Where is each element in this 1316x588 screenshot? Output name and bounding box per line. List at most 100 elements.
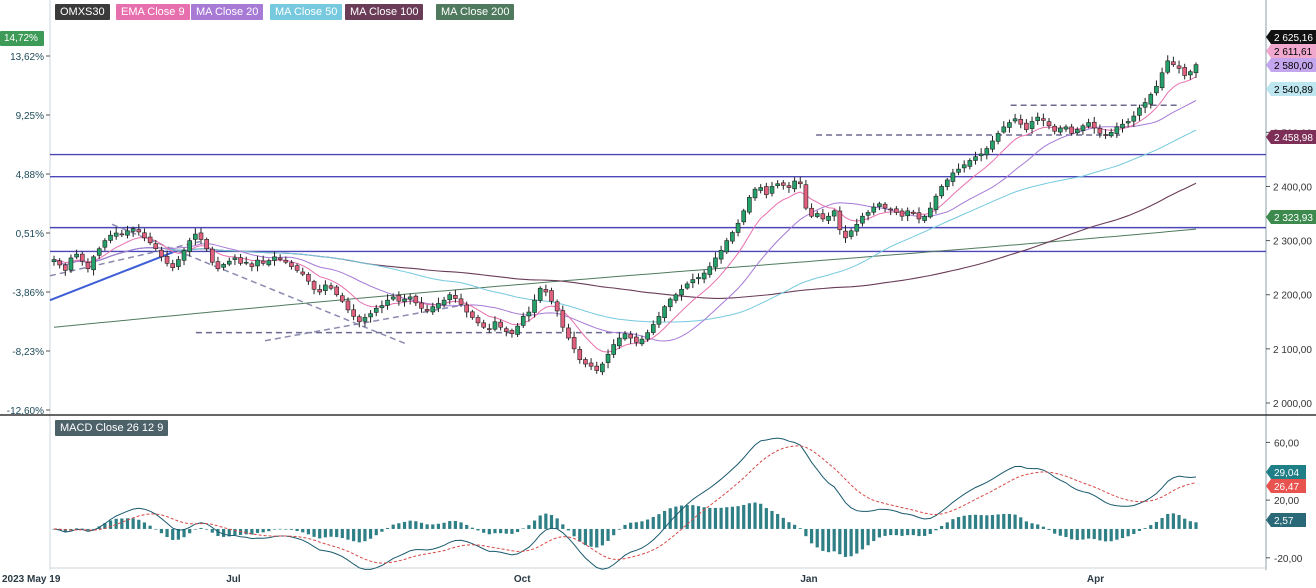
blue-trend-line [49,250,176,302]
macd-histogram-bar [996,514,1000,529]
macd-histogram-bar [227,528,231,537]
macd-histogram-bar [1041,526,1045,529]
legend-tag[interactable]: MA Close 20 [191,4,264,20]
candle-body [809,207,814,217]
candle-body [995,133,1001,142]
macd-histogram-bar [278,528,282,530]
macd-histogram-bar [470,527,474,529]
macd-histogram-bar [1183,518,1187,529]
macd-histogram-bar [515,528,520,533]
candle-body [464,304,470,313]
legend-tag[interactable]: MA Close 100 [345,4,424,20]
candle-body [537,287,543,301]
macd-histogram-bar [1047,528,1051,530]
macd-histogram-bar [244,528,248,535]
macd-histogram-bar [793,524,797,529]
candle-body [628,333,633,339]
candle-body [379,305,385,308]
macd-histogram-bar [199,527,203,529]
legend-tag[interactable]: MA Close 200 [436,4,515,20]
candle-body [193,233,198,240]
legend-tag[interactable]: EMA Close 9 [116,4,190,20]
macd-line [53,437,1197,570]
candle-body [1018,118,1024,125]
candle-body [159,249,164,258]
candle-body [718,250,724,260]
candle-body [1052,125,1057,132]
candle-body [503,328,509,332]
candle-body [187,240,192,252]
macd-histogram-bar [1143,528,1147,529]
macd-histogram-bar [595,528,599,548]
macd-histogram-bar [657,514,661,529]
macd-histogram-bar [103,523,107,529]
macd-histogram-bar [973,514,978,529]
macd-histogram-bar [674,506,678,529]
candle-body [1097,127,1103,134]
candle-body [650,324,656,333]
macd-histogram-bar [397,523,401,529]
legend-tag[interactable]: OMXS30 [55,4,110,20]
macd-histogram-bar [691,505,695,529]
right-tick-label: 2 200,00 [1273,291,1312,302]
candle-body [990,140,995,150]
macd-histogram-bar [363,528,367,542]
candle-body [164,256,170,264]
legend-tag[interactable]: MA Close 50 [270,4,343,20]
macd-tick-label: -20,00 [1274,554,1303,565]
legend-tag-label: EMA Close 9 [121,6,185,18]
macd-legend-tag[interactable]: MACD Close 26 12 9 [55,420,169,436]
candle-body [396,295,402,302]
candle-body [1137,107,1142,116]
price-badge-text: 2 323,93 [1274,213,1313,224]
macd-histogram-bar [255,528,260,533]
price-badge-text: 2 458,98 [1274,133,1313,144]
candle-body [385,299,390,306]
candle-body [871,206,877,213]
macd-histogram-bar [318,528,322,539]
left-tick-label: 13,62% [10,52,44,63]
macd-histogram-bar [612,528,616,536]
macd-histogram-bar [148,525,152,529]
candle-body [747,196,752,213]
candle-body [905,210,910,217]
candle-body [1001,126,1007,133]
macd-histogram-bar [855,528,859,554]
candle-body [170,263,176,268]
candle-body [984,148,990,156]
candle-body [667,298,673,308]
candle-body [786,185,792,188]
macd-histogram-bar [86,528,90,531]
candle-body [1080,125,1086,132]
candle-body [803,184,809,209]
candle-body [1058,127,1063,133]
macd-histogram-bar [583,528,588,546]
ma100-line [53,182,1197,299]
candle-body [939,186,944,197]
macd-histogram-bar [555,518,559,529]
candle-body [673,294,679,301]
candle-body [950,172,956,182]
candle-body [1131,115,1137,122]
macd-histogram-bar [182,528,186,538]
candle-body [956,168,961,173]
macd-histogram-bar [493,528,497,534]
price-badge [1266,58,1316,72]
candle-body [758,187,763,191]
macd-histogram-bar [617,528,621,530]
candle-body [1091,121,1097,129]
candle-body [583,359,588,365]
macd-histogram-bar [1070,528,1074,540]
candle-body [967,160,973,167]
candle-body [1063,126,1069,130]
macd-histogram-bar [708,507,712,529]
candle-body [566,327,571,339]
candle-body [147,236,153,244]
macd-histogram-bar [459,522,463,529]
candle-body [209,248,215,263]
candle-body [232,257,238,260]
macd-histogram-bar [1160,517,1164,529]
candle-body [453,295,458,299]
candle-body [1148,94,1154,105]
macd-histogram-bar [889,528,893,536]
